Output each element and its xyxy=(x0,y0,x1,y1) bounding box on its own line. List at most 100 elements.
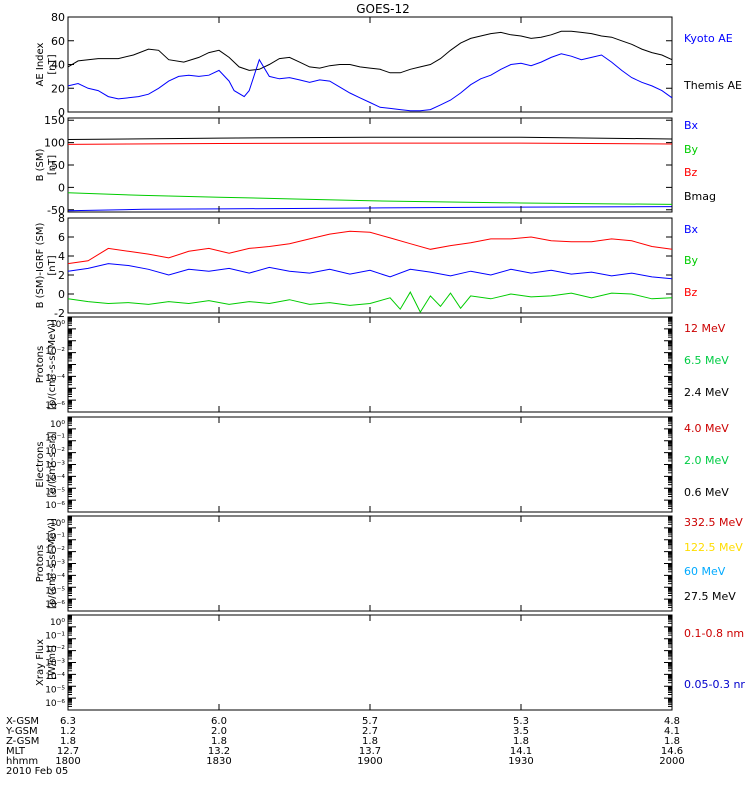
y-tick-label-electrons: 10⁻⁵ xyxy=(45,488,65,498)
legend-entry-protons1-0: 12 MeV xyxy=(684,322,726,335)
y-tick-label-bigrf: 6 xyxy=(58,231,65,244)
y-axis-label-xray: Xray Flux xyxy=(35,639,46,686)
legend-entry-bsm-3: Bmag xyxy=(684,190,716,203)
legend-entry-bsm-1: By xyxy=(684,143,699,156)
legend-entry-xray-1: 0.05-0.3 nr xyxy=(684,678,745,691)
y-axis-unit-protons1: [p/(cm²-s-sr-MeV)] xyxy=(47,319,58,410)
x-row-value-x-gsm: 5.3 xyxy=(513,716,529,727)
x-row-value-x-gsm: 5.7 xyxy=(362,716,378,727)
y-tick-label-protons1: 10⁻⁴ xyxy=(45,374,65,384)
y-tick-label-xray: 10⁻⁴ xyxy=(45,672,65,682)
y-axis-unit-bigrf: [nT] xyxy=(47,255,58,275)
legend-entry-bsm-0: Bx xyxy=(684,119,699,132)
y-tick-label-protons2: 10⁻⁵ xyxy=(45,587,65,597)
legend-entry-protons2-0: 332.5 MeV xyxy=(684,516,743,529)
x-row-value-mlt: 14.1 xyxy=(510,746,532,757)
x-row-value-mlt: 12.7 xyxy=(57,746,79,757)
y-tick-label-xray: 10⁻² xyxy=(45,645,65,655)
x-row-value-z-gsm: 1.8 xyxy=(362,736,378,747)
series-line-bsm-by xyxy=(67,192,673,205)
y-axis-unit-xray: [W/m²] xyxy=(47,645,58,680)
series-line-bigrf-by xyxy=(67,291,673,314)
y-tick-label-electrons: 10⁻¹ xyxy=(45,434,65,444)
x-row-value-mlt: 13.2 xyxy=(208,746,230,757)
legend-entry-protons1-1: 6.5 MeV xyxy=(684,354,729,367)
y-axis-unit-electrons: [e/(cm²-s-sr)] xyxy=(47,431,58,497)
y-tick-label-xray: 10⁻⁶ xyxy=(45,699,65,709)
y-tick-label-protons2: 10⁻⁶ xyxy=(45,600,65,610)
legend-entry-xray-0: 0.1-0.8 nm xyxy=(684,627,744,640)
y-tick-label-ae: 0 xyxy=(58,106,65,119)
y-axis-unit-bsm: [nT] xyxy=(47,155,58,175)
y-axis-label-protons2: Protons xyxy=(35,545,46,582)
y-tick-label-electrons: 10⁻² xyxy=(45,447,65,457)
y-tick-label-ae: 20 xyxy=(51,82,65,95)
panel-frame-bsm xyxy=(67,117,673,213)
y-tick-label-bsm: 0 xyxy=(58,181,65,194)
panel-frame-xray xyxy=(67,614,673,711)
legend-entry-electrons-0: 4.0 MeV xyxy=(684,422,729,435)
x-row-value-y-gsm: 1.2 xyxy=(60,726,76,737)
x-row-value-z-gsm: 1.8 xyxy=(60,736,76,747)
legend-entry-electrons-1: 2.0 MeV xyxy=(684,454,729,467)
y-tick-label-electrons: 10⁻⁶ xyxy=(45,501,65,511)
y-tick-label-xray: 10⁻⁵ xyxy=(45,686,65,696)
legend-entry-bsm-2: Bz xyxy=(684,166,698,179)
y-tick-label-bsm: 150 xyxy=(44,114,65,127)
x-row-value-y-gsm: 4.1 xyxy=(664,726,680,737)
panel-frame-ae xyxy=(67,16,673,113)
x-row-value-mlt: 14.6 xyxy=(661,746,683,757)
series-line-bsm-bx xyxy=(67,206,673,212)
x-row-value-hhmm: 1930 xyxy=(508,756,533,767)
y-tick-label-bigrf: 8 xyxy=(58,212,65,225)
legend-entry-ae-0: Kyoto AE xyxy=(684,32,733,45)
x-row-value-hhmm: 1830 xyxy=(206,756,231,767)
y-tick-label-protons2: 10⁰ xyxy=(50,519,65,529)
chart-title: GOES-12 xyxy=(356,2,410,16)
y-tick-label-bsm: 100 xyxy=(44,137,65,150)
x-row-value-z-gsm: 1.8 xyxy=(513,736,529,747)
x-row-value-x-gsm: 4.8 xyxy=(664,716,680,727)
series-line-bsm-bz xyxy=(67,142,673,145)
y-tick-label-electrons: 10⁻³ xyxy=(45,461,65,471)
panel-frame-protons1 xyxy=(67,316,673,413)
series-line-ae-themis-ae xyxy=(67,30,673,74)
x-row-label-hhmm: hhmm xyxy=(6,756,38,767)
x-row-label-y-gsm: Y-GSM xyxy=(5,726,38,737)
y-tick-label-protons2: 10⁻³ xyxy=(45,560,65,570)
y-tick-label-electrons: 10⁻⁴ xyxy=(45,474,65,484)
y-axis-label-bigrf: B (SM)-IGRF (SM) xyxy=(35,223,46,309)
y-tick-label-bsm: -50 xyxy=(47,204,65,217)
y-axis-label-electrons: Electrons xyxy=(35,441,46,487)
series-line-ae-kyoto-ae xyxy=(67,53,673,112)
x-row-value-y-gsm: 3.5 xyxy=(513,726,529,737)
panel-frame-electrons xyxy=(67,416,673,513)
y-tick-label-protons2: 10⁻⁴ xyxy=(45,573,65,583)
legend-entry-bigrf-2: Bz xyxy=(684,286,698,299)
series-line-bigrf-bx xyxy=(67,263,673,280)
x-row-value-mlt: 13.7 xyxy=(359,746,381,757)
y-tick-label-bigrf: -2 xyxy=(54,307,65,320)
x-row-label-mlt: MLT xyxy=(6,746,26,757)
plot-date: 2010 Feb 05 xyxy=(6,766,68,777)
y-tick-label-bsm: 50 xyxy=(51,159,65,172)
legend-entry-ae-1: Themis AE xyxy=(683,79,742,92)
y-tick-label-xray: 10⁻¹ xyxy=(45,632,65,642)
y-axis-label-protons1: Protons xyxy=(35,346,46,383)
y-axis-unit-ae: [nT] xyxy=(47,54,58,74)
x-row-value-x-gsm: 6.3 xyxy=(60,716,76,727)
legend-entry-protons1-2: 2.4 MeV xyxy=(684,386,729,399)
y-axis-unit-protons2: [p/(cm²-s-sr-MeV)] xyxy=(47,518,58,609)
y-tick-label-bigrf: 2 xyxy=(58,269,65,282)
y-tick-label-protons1: 10⁻⁶ xyxy=(45,401,65,411)
x-row-value-z-gsm: 1.8 xyxy=(664,736,680,747)
x-row-value-y-gsm: 2.7 xyxy=(362,726,378,737)
legend-entry-protons2-3: 27.5 MeV xyxy=(684,590,736,603)
y-tick-label-xray: 10⁻³ xyxy=(45,659,65,669)
panel-frame-protons2 xyxy=(67,515,673,612)
legend-entry-electrons-2: 0.6 MeV xyxy=(684,486,729,499)
y-tick-label-protons1: 10⁰ xyxy=(50,320,65,330)
y-tick-label-ae: 40 xyxy=(51,59,65,72)
y-tick-label-protons1: 10⁻² xyxy=(45,347,65,357)
x-row-value-y-gsm: 2.0 xyxy=(211,726,227,737)
